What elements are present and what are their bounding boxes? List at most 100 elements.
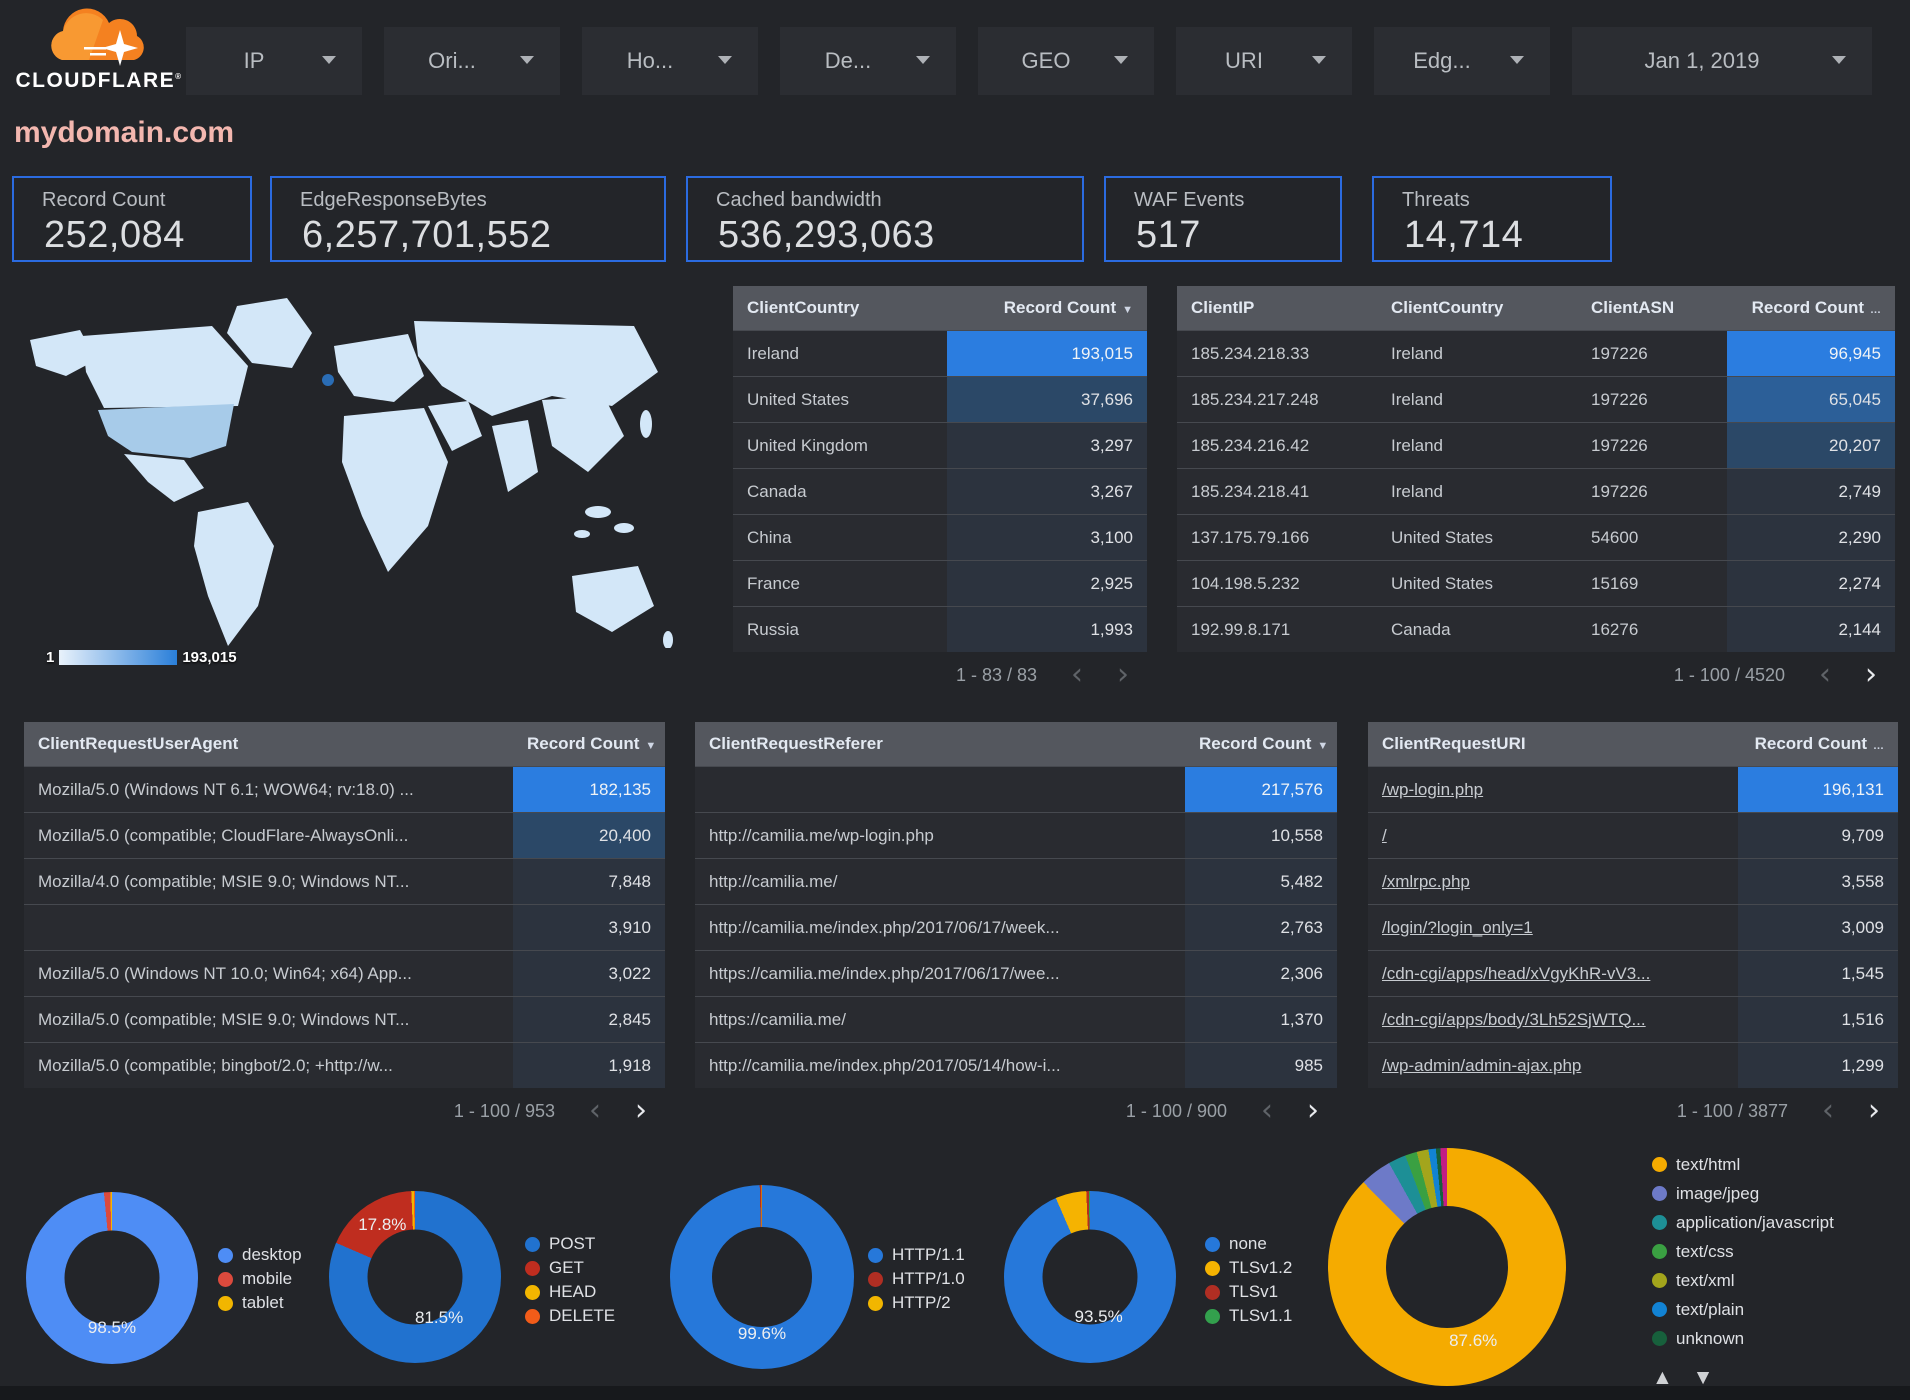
prev-page-icon[interactable]: ‹: [1261, 1093, 1273, 1128]
legend-item[interactable]: POST: [525, 1232, 615, 1256]
map-country-shape[interactable]: [428, 401, 482, 451]
legend-item[interactable]: mobile: [218, 1267, 302, 1291]
sort-icon[interactable]: ▼: [1122, 304, 1133, 316]
map-island-shape[interactable]: [663, 631, 673, 649]
map-country-shape[interactable]: [194, 502, 274, 646]
legend-item[interactable]: HEAD: [525, 1280, 615, 1304]
prev-page-icon[interactable]: ‹: [1822, 1093, 1834, 1128]
map-country-shape[interactable]: [542, 396, 624, 472]
cell[interactable]: /wp-login.php: [1382, 779, 1484, 799]
table-row[interactable]: Mozilla/5.0 (compatible; bingbot/2.0; +h…: [24, 1042, 665, 1088]
column-header-clientcountry[interactable]: ClientCountry: [1391, 298, 1504, 317]
column-header-record-count[interactable]: Record Count…: [1754, 734, 1884, 753]
map-country-shape[interactable]: [342, 408, 448, 572]
legend-item[interactable]: TLSv1.2: [1205, 1256, 1292, 1280]
filter-dropdown-geo[interactable]: GEO: [978, 27, 1154, 95]
table-row[interactable]: http://camilia.me/5,482: [695, 858, 1337, 904]
map-country-shape[interactable]: [30, 330, 96, 376]
table-row[interactable]: /wp-admin/admin-ajax.php 1,299: [1368, 1042, 1898, 1088]
column-header-clientasn[interactable]: ClientASN: [1591, 298, 1675, 317]
map-country-shape[interactable]: [492, 420, 538, 492]
legend-item[interactable]: desktop: [218, 1243, 302, 1267]
filter-dropdown-ori[interactable]: Ori...: [384, 27, 560, 95]
table-row[interactable]: http://camilia.me/index.php/2017/06/17/w…: [695, 904, 1337, 950]
table-row[interactable]: /cdn-cgi/apps/head/xVgyKhR-vV3... 1,545: [1368, 950, 1898, 996]
table-row[interactable]: /cdn-cgi/apps/body/3Lh52SjWTQ... 1,516: [1368, 996, 1898, 1042]
sort-icon[interactable]: …: [1870, 304, 1881, 316]
prev-page-icon[interactable]: ‹: [1819, 657, 1831, 692]
world-map-image[interactable]: [12, 288, 682, 649]
legend-item[interactable]: text/css: [1652, 1237, 1834, 1266]
map-island-shape[interactable]: [585, 506, 611, 518]
map-country-shape[interactable]: [414, 321, 658, 416]
legend-item[interactable]: TLSv1: [1205, 1280, 1292, 1304]
table-row[interactable]: /xmlrpc.php 3,558: [1368, 858, 1898, 904]
donut-chart-tls-version[interactable]: 93.5%: [1004, 1191, 1176, 1363]
legend-pager-arrows[interactable]: ▲ ▼: [1652, 1366, 1721, 1389]
donut-chart-device-type[interactable]: 98.5%: [26, 1192, 198, 1364]
table-row[interactable]: 137.175.79.166 United States 54600 2,290: [1177, 514, 1895, 560]
column-header-clientrequestuseragent[interactable]: ClientRequestUserAgent: [38, 734, 239, 753]
column-header-record-count[interactable]: Record Count ▼: [527, 734, 657, 753]
table-row[interactable]: Mozilla/5.0 (Windows NT 6.1; WOW64; rv:1…: [24, 766, 665, 812]
column-header-clientcountry[interactable]: ClientCountry: [747, 298, 860, 317]
filter-dropdown-de[interactable]: De...: [780, 27, 956, 95]
legend-item[interactable]: DELETE: [525, 1304, 615, 1328]
next-page-icon[interactable]: ›: [1868, 1093, 1880, 1128]
map-country-shape[interactable]: [227, 298, 312, 368]
filter-dropdown-ip[interactable]: IP: [186, 27, 362, 95]
table-row[interactable]: Canada 3,267: [733, 468, 1147, 514]
legend-item[interactable]: application/javascript: [1652, 1208, 1834, 1237]
table-row[interactable]: Russia 1,993: [733, 606, 1147, 652]
table-row[interactable]: Mozilla/4.0 (compatible; MSIE 9.0; Windo…: [24, 858, 665, 904]
legend-item[interactable]: tablet: [218, 1291, 302, 1315]
next-page-icon[interactable]: ›: [1307, 1093, 1319, 1128]
table-row[interactable]: 104.198.5.232 United States 15169 2,274: [1177, 560, 1895, 606]
table-row[interactable]: 185.234.218.33 Ireland 197226 96,945: [1177, 330, 1895, 376]
legend-item[interactable]: image/jpeg: [1652, 1179, 1834, 1208]
table-row[interactable]: Mozilla/5.0 (Windows NT 10.0; Win64; x64…: [24, 950, 665, 996]
cell[interactable]: /: [1382, 825, 1387, 845]
column-header-record-count[interactable]: Record Count ▼: [1003, 298, 1133, 317]
legend-item[interactable]: text/xml: [1652, 1266, 1834, 1295]
table-row[interactable]: https://camilia.me/index.php/2017/06/17/…: [695, 950, 1337, 996]
sort-icon[interactable]: …: [1873, 740, 1884, 752]
table-row[interactable]: France 2,925: [733, 560, 1147, 606]
sort-icon[interactable]: ▼: [1317, 740, 1329, 752]
next-page-icon[interactable]: ›: [1117, 657, 1129, 692]
legend-item[interactable]: text/html: [1652, 1150, 1834, 1179]
filter-dropdown-uri[interactable]: URI: [1176, 27, 1352, 95]
table-row[interactable]: Mozilla/5.0 (compatible; CloudFlare-Alwa…: [24, 812, 665, 858]
table-row[interactable]: / 9,709: [1368, 812, 1898, 858]
table-row[interactable]: 192.99.8.171 Canada 16276 2,144: [1177, 606, 1895, 652]
legend-item[interactable]: unknown: [1652, 1324, 1834, 1353]
cell[interactable]: /login/?login_only=1: [1382, 917, 1533, 937]
table-row[interactable]: United Kingdom 3,297: [733, 422, 1147, 468]
table-row[interactable]: 185.234.217.248 Ireland 197226 65,045: [1177, 376, 1895, 422]
table-row[interactable]: 185.234.216.42 Ireland 197226 20,207: [1177, 422, 1895, 468]
prev-page-icon[interactable]: ‹: [589, 1093, 601, 1128]
column-header-clientrequesturi[interactable]: ClientRequestURI: [1382, 734, 1526, 753]
next-page-icon[interactable]: ›: [1865, 657, 1877, 692]
table-row[interactable]: /login/?login_only=1 3,009: [1368, 904, 1898, 950]
sort-icon[interactable]: ▼: [645, 740, 657, 752]
cell[interactable]: /xmlrpc.php: [1382, 871, 1470, 891]
map-country-shape[interactable]: [334, 334, 424, 402]
table-row[interactable]: China 3,100: [733, 514, 1147, 560]
map-country-shape[interactable]: [82, 326, 248, 408]
table-row[interactable]: http://camilia.me/wp-login.php 10,558: [695, 812, 1337, 858]
donut-chart-http-version[interactable]: 99.6%: [670, 1185, 854, 1369]
legend-item[interactable]: HTTP/1.0: [868, 1267, 965, 1291]
filter-dropdown-jan12019[interactable]: Jan 1, 2019: [1572, 27, 1872, 95]
map-island-shape[interactable]: [574, 530, 590, 538]
next-page-icon[interactable]: ›: [635, 1093, 647, 1128]
table-row[interactable]: /wp-login.php 196,131: [1368, 766, 1898, 812]
donut-chart-content-type[interactable]: 87.6%: [1328, 1148, 1566, 1386]
column-header-clientip[interactable]: ClientIP: [1191, 298, 1255, 317]
column-header-record-count[interactable]: Record Count…: [1751, 298, 1881, 317]
donut-chart-request-method[interactable]: 17.8% 81.5%: [329, 1191, 501, 1363]
map-country-ireland[interactable]: [322, 374, 334, 386]
table-row[interactable]: https://camilia.me/1,370: [695, 996, 1337, 1042]
table-row[interactable]: United States 37,696: [733, 376, 1147, 422]
table-row[interactable]: 217,576: [695, 766, 1337, 812]
